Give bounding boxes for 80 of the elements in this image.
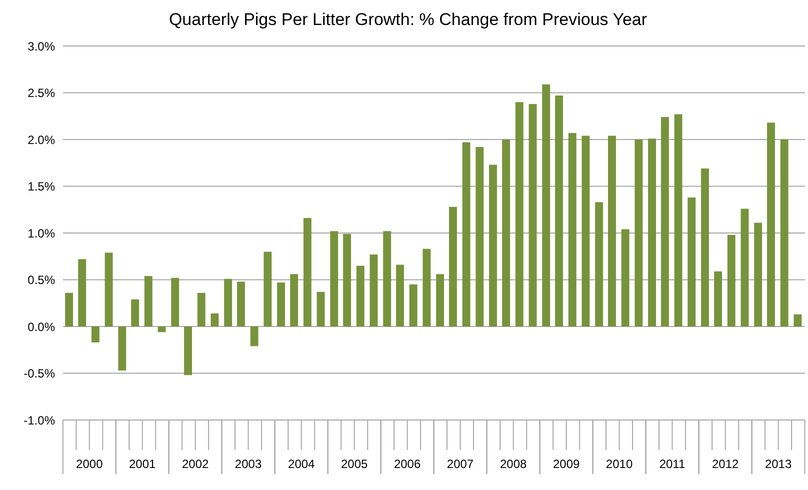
- bar: [794, 314, 802, 326]
- bar: [688, 197, 696, 326]
- bar: [528, 104, 537, 326]
- bar: [502, 140, 510, 326]
- x-tick-label: 2000: [76, 457, 104, 471]
- x-tick-label: 2001: [129, 457, 156, 471]
- bar: [303, 218, 312, 326]
- y-tick-label: -1.0%: [24, 413, 56, 428]
- bar: [674, 114, 682, 326]
- bar: [568, 132, 576, 326]
- bar: [264, 252, 272, 326]
- y-tick-label: 2.0%: [28, 132, 56, 147]
- chart-title: Quarterly Pigs Per Litter Growth: % Change from Previous Year: [168, 9, 648, 31]
- bar: [104, 252, 113, 326]
- x-tick-label: 2006: [394, 457, 421, 471]
- bar: [648, 138, 656, 326]
- bar: [582, 136, 590, 326]
- bar: [290, 274, 298, 326]
- bar: [250, 326, 258, 346]
- x-tick-label: 2002: [182, 457, 209, 471]
- y-tick-label: -0.5%: [24, 366, 56, 381]
- bar: [422, 248, 431, 326]
- bar: [396, 264, 404, 326]
- bar: [316, 292, 325, 326]
- bar: [621, 229, 630, 326]
- bar: [542, 84, 550, 326]
- bar: [767, 122, 775, 326]
- x-tick-label: 2004: [288, 457, 316, 471]
- bar: [740, 208, 749, 326]
- y-tick-label: 0.5%: [28, 273, 56, 288]
- x-tick-label: 2010: [606, 457, 633, 471]
- y-tick-label: 3.0%: [28, 39, 56, 54]
- bar: [754, 222, 762, 326]
- bar: [224, 278, 232, 326]
- bar: [131, 299, 140, 326]
- x-tick-label: 2005: [340, 457, 368, 471]
- y-tick-label: 0.0%: [28, 320, 56, 334]
- bar: [436, 274, 444, 326]
- x-tick-label: 2012: [712, 457, 740, 471]
- bar: [158, 326, 166, 332]
- x-tick-label: 2009: [552, 457, 580, 471]
- bar: [660, 117, 669, 326]
- bar: [515, 102, 524, 326]
- bar: [608, 136, 616, 326]
- bar: [118, 326, 126, 370]
- y-tick-label: 1.5%: [28, 180, 56, 194]
- y-tick-label: 2.5%: [28, 86, 56, 100]
- bar: [383, 231, 392, 326]
- bar: [277, 282, 285, 326]
- bar: [356, 266, 364, 326]
- bar: [555, 96, 563, 326]
- bar: [91, 326, 100, 342]
- bar: [701, 168, 709, 326]
- bar: [65, 292, 74, 326]
- x-tick-label: 2013: [764, 457, 792, 471]
- bar: [330, 231, 338, 326]
- bar: [780, 140, 788, 326]
- x-tick-label: 2011: [659, 457, 686, 471]
- bar: [727, 234, 736, 326]
- x-tick-label: 2003: [234, 457, 262, 471]
- bar: [448, 206, 457, 326]
- bar: [171, 278, 180, 326]
- bar: [184, 326, 192, 376]
- x-tick-label: 2008: [500, 457, 528, 471]
- bar: [595, 202, 604, 326]
- bar: [489, 164, 497, 326]
- bar: [144, 276, 152, 326]
- bar: [409, 284, 418, 326]
- bar: [197, 292, 206, 326]
- bar: [210, 313, 219, 326]
- bar: [462, 142, 470, 326]
- bar: [78, 259, 86, 326]
- bar: [714, 271, 722, 326]
- bar: [237, 282, 245, 326]
- bar: [370, 254, 378, 326]
- bar: [476, 146, 484, 326]
- bar: [634, 140, 643, 326]
- bar: [343, 234, 352, 326]
- x-tick-label: 2007: [446, 457, 474, 471]
- y-tick-label: 1.0%: [28, 226, 56, 240]
